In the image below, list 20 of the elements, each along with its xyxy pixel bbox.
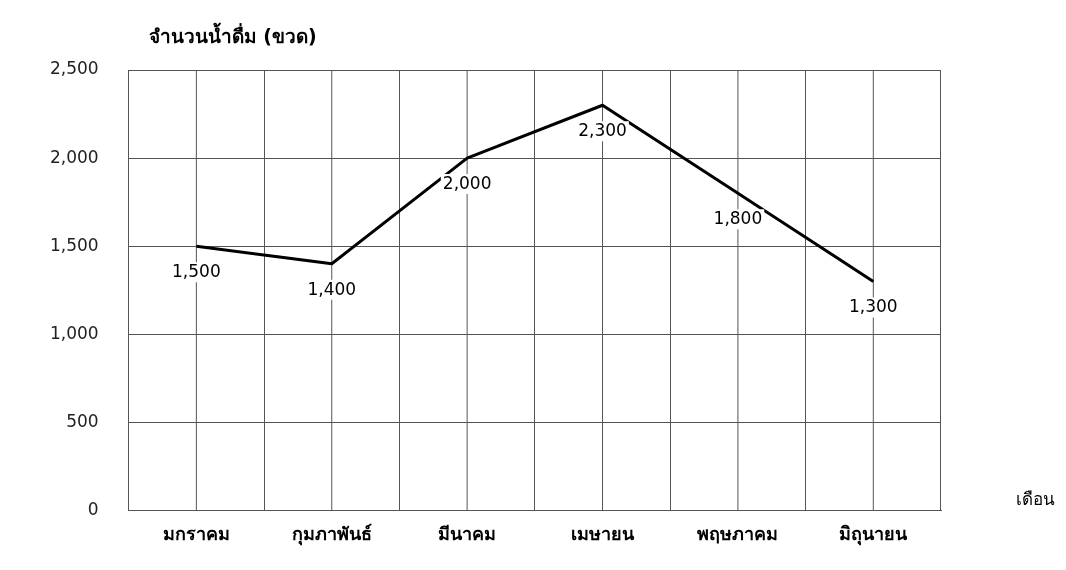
x-tick-label: กุมภาพันธ์	[291, 522, 372, 546]
y-tick-label: 2,000	[50, 146, 99, 167]
x-tick-label: มีนาคม	[438, 522, 497, 544]
y-tick-label: 2,500	[50, 58, 99, 79]
y-tick-label: 1,500	[50, 234, 99, 255]
x-tick-label: พฤษภาคม	[697, 522, 779, 544]
y-tick-label: 500	[66, 410, 99, 431]
y-axis-title: จำนวนน้ำดื่ม (ขวด)	[148, 21, 317, 47]
y-tick-label: 1,000	[50, 322, 99, 343]
x-tick-label: เมษายน	[571, 522, 636, 544]
x-tick-label: มิถุนายน	[839, 522, 909, 546]
data-label: 2,300	[578, 120, 627, 141]
y-tick-label: 0	[87, 498, 99, 519]
data-label: 1,800	[713, 208, 763, 229]
data-label: 2,000	[442, 173, 492, 193]
data-label: 1,400	[307, 278, 357, 299]
data-label: 1,500	[172, 261, 221, 282]
x-axis-title: เดือน	[1016, 488, 1055, 509]
data-label: 1,300	[848, 296, 898, 317]
x-tick-label: มกราคม	[162, 522, 230, 544]
